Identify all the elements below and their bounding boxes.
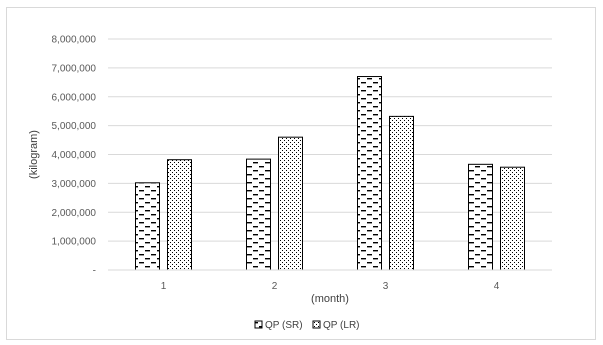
legend-label: QP (SR)	[265, 320, 303, 331]
bar-qp-sr-month-3	[357, 76, 382, 271]
x-tick-label: 2	[272, 281, 278, 292]
y-tick-label: 7,000,000	[52, 63, 97, 74]
x-axis-title: (month)	[311, 293, 349, 305]
y-tick-label: 3,000,000	[52, 179, 97, 190]
legend-swatch	[312, 320, 321, 329]
y-tick-label: 2,000,000	[52, 208, 97, 219]
bar-qp-lr-month-2	[278, 136, 303, 271]
bar-qp-lr-month-4	[500, 166, 525, 271]
bar-qp-lr-month-3	[389, 115, 414, 271]
x-tick-label: 4	[494, 281, 500, 292]
bar-qp-sr-month-1	[135, 182, 160, 271]
y-tick-label: 6,000,000	[52, 92, 97, 103]
y-axis-title: (kilogram)	[28, 130, 40, 179]
x-axis-ticks: 1 2 3 4	[161, 281, 500, 292]
bar-qp-lr-month-1	[167, 159, 192, 271]
bars	[135, 76, 525, 271]
legend-swatch	[254, 320, 263, 329]
x-tick-label: 3	[383, 281, 389, 292]
y-tick-label: -	[93, 266, 96, 277]
x-tick-label: 1	[161, 281, 167, 292]
y-tick-label: 4,000,000	[52, 150, 97, 161]
y-tick-label: 5,000,000	[52, 121, 97, 132]
y-tick-label: 8,000,000	[52, 35, 97, 46]
legend: QP (SR) QP (LR)	[254, 320, 360, 331]
bar-qp-sr-month-2	[246, 158, 271, 271]
bar-qp-sr-month-4	[468, 163, 493, 271]
y-axis-ticks: - 1,000,000 2,000,000 3,000,000 4,000,000 5,0…	[52, 35, 97, 277]
y-tick-label: 1,000,000	[52, 237, 97, 248]
legend-label: QP (LR)	[323, 320, 360, 331]
